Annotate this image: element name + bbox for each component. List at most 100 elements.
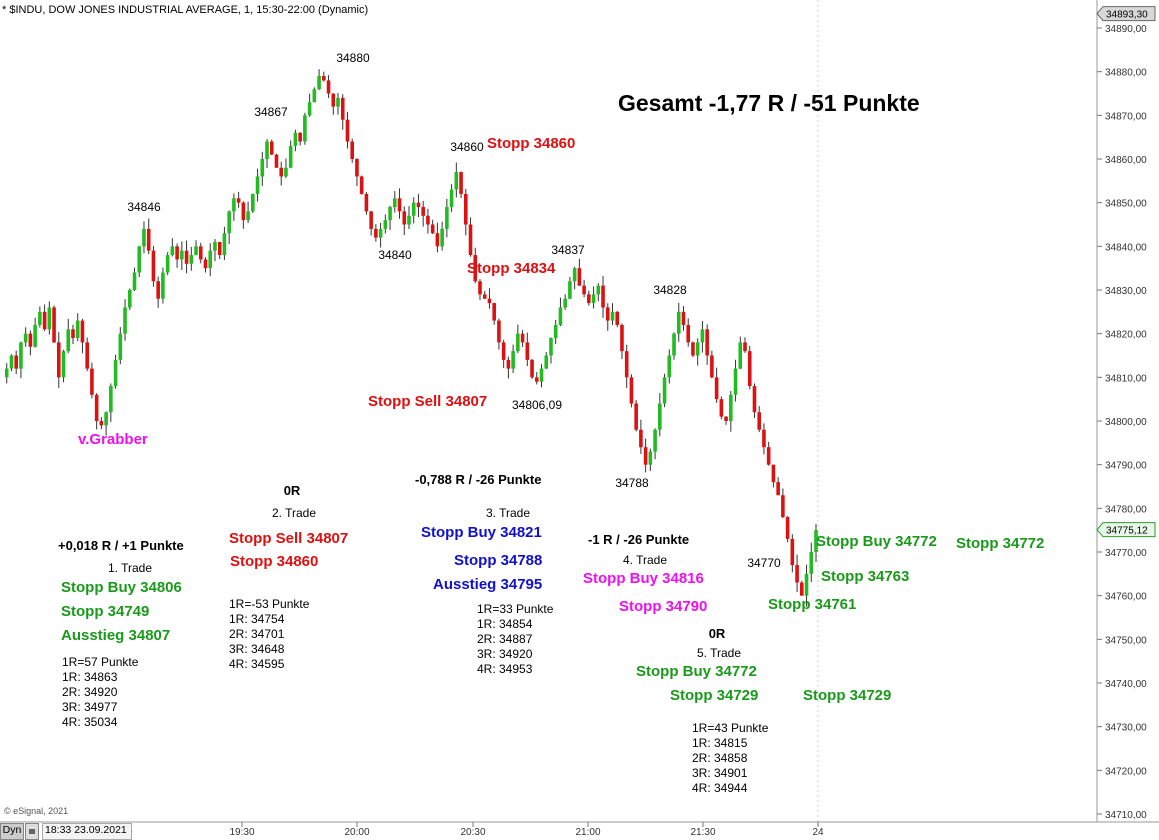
candle-down [369, 211, 373, 229]
candle-up [572, 268, 577, 282]
candle-down [501, 342, 506, 360]
y-tick-label: 34890,00 [1105, 24, 1147, 35]
candle-up [378, 228, 383, 238]
candle-up [662, 377, 667, 404]
candle-up [610, 311, 615, 321]
candle-up [393, 198, 397, 208]
candle-up [132, 272, 137, 290]
candle-up [336, 97, 340, 107]
candle-up [445, 207, 449, 229]
trade-3-order: Stopp 34788 [454, 552, 543, 569]
candle-down [463, 193, 468, 225]
candle-down [776, 482, 780, 496]
candle-down [146, 228, 151, 251]
candle-down [28, 333, 33, 347]
candle-down [364, 193, 369, 212]
last-price-flag-label: 34775,12 [1106, 526, 1148, 537]
candle-down [14, 355, 18, 369]
candle-up [47, 307, 52, 330]
candle-up [23, 333, 28, 343]
trade-3-result: -0,788 R / -26 Punkte [415, 472, 542, 487]
trade-4-order: Stopp 34790 [619, 598, 708, 615]
stop-annotation: Stopp 34763 [821, 568, 910, 585]
candle-up [539, 368, 544, 382]
last-price-flag [1096, 522, 1156, 538]
candle-up [596, 285, 601, 295]
candle-up [809, 552, 814, 574]
candle-up [563, 298, 567, 308]
candle-up [648, 451, 653, 465]
mode-button[interactable]: Dyn [0, 823, 24, 840]
trade-4-result: -1 R / -26 Punkte [588, 532, 690, 547]
candle-down [643, 447, 648, 465]
candle-down [156, 281, 160, 299]
candle-down [459, 172, 463, 194]
lock-icon[interactable] [25, 823, 39, 840]
candle-down [198, 246, 203, 260]
candle-down [530, 359, 534, 378]
candle-up [260, 159, 265, 177]
candle-up [440, 228, 444, 247]
candle-down [99, 421, 104, 426]
price-label: 34770 [747, 556, 781, 570]
candle-up [109, 386, 113, 413]
candle-down [345, 119, 350, 142]
candle-up [544, 355, 549, 369]
candle-up [165, 255, 170, 273]
candle-up [653, 429, 657, 452]
x-tick-label: 21:30 [690, 827, 715, 838]
y-tick-label: 34720,00 [1105, 766, 1147, 777]
candle-up [804, 573, 809, 596]
candle-down [175, 246, 179, 260]
candle-down [577, 268, 582, 286]
candle-up [251, 193, 255, 212]
candle-down [236, 198, 241, 203]
candle-down [615, 311, 620, 325]
candle-down [795, 565, 799, 583]
candle-down [94, 394, 99, 421]
candle-down [506, 359, 511, 369]
candle-down [71, 329, 75, 339]
candle-down [710, 355, 714, 378]
candle-up [19, 342, 23, 369]
candle-up [265, 141, 269, 159]
trade-3-order: Stopp Buy 34821 [421, 524, 542, 541]
x-tick-label: 20:00 [344, 827, 369, 838]
price-label: 34846 [127, 200, 161, 214]
candle-down [151, 250, 156, 282]
candle-up [558, 307, 563, 325]
candle-down [691, 342, 695, 356]
y-tick-label: 34790,00 [1105, 461, 1147, 472]
candle-up [303, 115, 307, 142]
candle-up [142, 228, 146, 247]
candle-down [416, 202, 421, 208]
candle-down [52, 307, 56, 343]
stop-buy-annotation: Stopp Buy 34772 [816, 533, 937, 550]
candle-up [288, 145, 293, 168]
candle-down [634, 403, 638, 430]
candle-down [605, 307, 610, 321]
candle-down [487, 298, 492, 304]
candle-up [407, 215, 411, 225]
candle-up [411, 202, 416, 216]
price-axis: 34890,00 34880,00 34870,00 34860,00 34850,00… [1097, 24, 1147, 821]
price-label: 34837 [551, 243, 585, 257]
price-label: 34867 [254, 105, 288, 119]
summary-title: Gesamt -1,77 R / -51 Punkte [618, 90, 920, 116]
candle-up [700, 329, 705, 343]
candle-up [208, 250, 213, 269]
candle-up [317, 76, 321, 90]
candle-down [534, 377, 539, 382]
candle-up [733, 368, 738, 395]
candle-up [222, 233, 227, 256]
candle-down [582, 285, 586, 295]
candle-down [355, 159, 359, 177]
candle-down [719, 399, 724, 417]
trade-1-order: Ausstieg 34807 [61, 627, 171, 644]
candle-down [274, 154, 279, 168]
candle-up [454, 172, 459, 190]
candle-up [255, 176, 260, 194]
candle-up [293, 132, 298, 146]
